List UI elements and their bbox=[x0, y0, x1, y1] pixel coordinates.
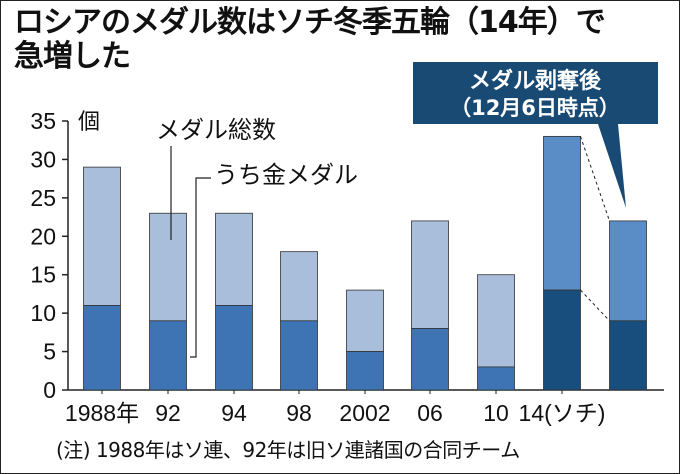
x-tick-label: 94 bbox=[221, 400, 247, 426]
bar-total-3 bbox=[280, 251, 318, 322]
y-tick-label: 5 bbox=[43, 339, 56, 365]
callout-box bbox=[413, 62, 658, 124]
y-tick-label: 35 bbox=[30, 108, 56, 134]
bar-total-7 bbox=[543, 135, 581, 291]
y-tick-label: 20 bbox=[30, 223, 56, 249]
x-tick-label: 98 bbox=[286, 400, 312, 426]
footnote: (注) 1988年はソ連、92年は旧ソ連諸国の合同チーム bbox=[56, 438, 520, 462]
x-tick-label: 14(ソチ) bbox=[519, 400, 606, 426]
bar-total-0 bbox=[83, 166, 121, 306]
x-tick-label: 2002 bbox=[339, 400, 390, 426]
y-tick-label: 15 bbox=[30, 262, 56, 288]
connector-total bbox=[580, 136, 610, 222]
x-tick-label: 1988年 bbox=[65, 400, 139, 426]
bar-total-after-stripping bbox=[609, 220, 647, 322]
callout-pointer bbox=[598, 124, 626, 208]
legend-gold-label: うち金メダル bbox=[214, 161, 358, 189]
x-tick-label: 06 bbox=[417, 400, 443, 426]
legend-gold-leader bbox=[190, 177, 211, 358]
bar-gold-2 bbox=[215, 305, 253, 391]
bar-total-2 bbox=[215, 212, 253, 306]
bar-gold-3 bbox=[280, 320, 318, 391]
bar-total-6 bbox=[477, 274, 515, 368]
chart-title: ロシアのメダル数はソチ冬季五輪（14年）で 急増した bbox=[14, 6, 664, 74]
bar-gold-5 bbox=[411, 328, 449, 391]
connector-gold bbox=[580, 289, 610, 322]
y-unit-label: 個 bbox=[78, 110, 100, 135]
legend-total-label: メダル総数 bbox=[156, 116, 276, 144]
callout-line-2: （12月6日時点） bbox=[450, 96, 620, 120]
bar-gold-6 bbox=[477, 366, 515, 391]
bar-gold-0 bbox=[83, 305, 121, 391]
bar-gold-1 bbox=[149, 320, 187, 391]
bar-gold-after-stripping bbox=[609, 320, 647, 391]
y-tick-label: 25 bbox=[30, 185, 56, 211]
callout-line-1: メダル剥奪後 bbox=[469, 68, 602, 94]
x-tick-label: 10 bbox=[483, 400, 509, 426]
y-tick-label: 10 bbox=[30, 300, 56, 326]
y-tick-label: 0 bbox=[43, 377, 56, 403]
x-tick-label: 92 bbox=[155, 400, 181, 426]
bar-gold-4 bbox=[346, 351, 384, 391]
bar-gold-7 bbox=[543, 289, 581, 391]
y-tick-label: 30 bbox=[30, 146, 56, 172]
title-line-1: ロシアのメダル数はソチ冬季五輪（14年）で bbox=[14, 5, 606, 40]
bar-total-5 bbox=[411, 220, 449, 329]
bar-total-4 bbox=[346, 289, 384, 352]
title-line-2: 急増した bbox=[14, 39, 131, 74]
bar-total-1 bbox=[149, 212, 187, 322]
